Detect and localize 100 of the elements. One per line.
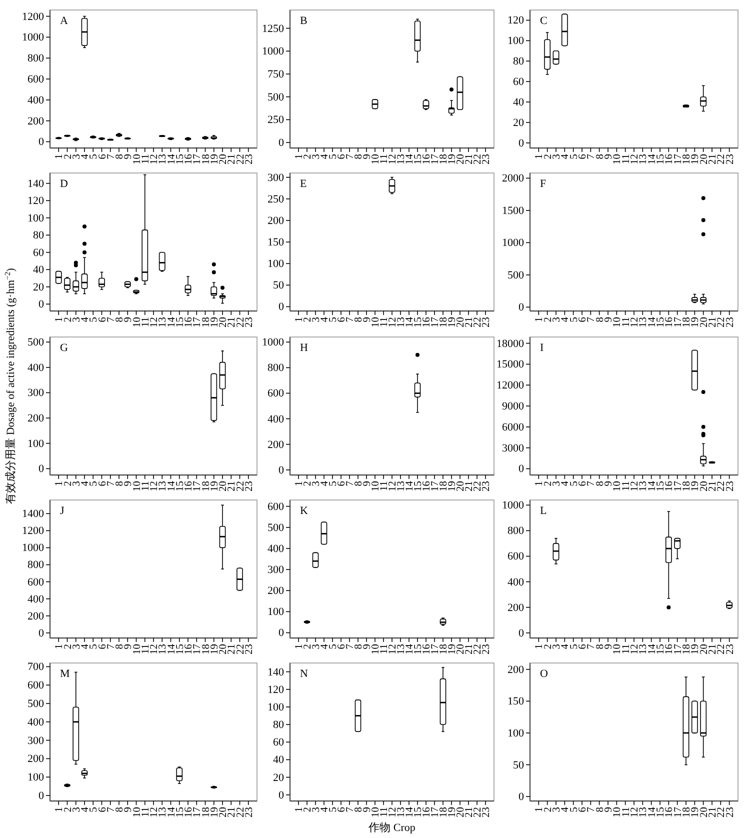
x-tick-label: 8 <box>114 481 126 486</box>
x-tick-label: 15 <box>174 644 186 654</box>
x-tick-label: 16 <box>184 807 194 818</box>
y-tick-label: 140 <box>28 178 44 190</box>
x-tick-label: 11 <box>140 644 152 654</box>
x-tick-label: 23 <box>244 154 255 164</box>
x-tick-label: 10 <box>132 644 143 654</box>
y-tick-label: 750 <box>268 68 284 80</box>
x-tick-label: 18 <box>200 154 212 164</box>
x-tick-label: 18 <box>438 317 450 328</box>
x-tick-label: 19 <box>447 317 458 328</box>
x-tick-label: 6 <box>336 154 348 160</box>
y-tick-label: 140 <box>268 666 284 678</box>
y-tick-label: 500 <box>28 698 44 710</box>
x-tick-label: 6 <box>578 481 588 486</box>
x-tick-label: 14 <box>404 316 416 328</box>
x-tick-label: 21 <box>226 644 238 654</box>
x-tick-label: 7 <box>106 481 117 486</box>
x-tick-label: 17 <box>672 644 684 654</box>
x-tick-label: 10 <box>612 807 624 818</box>
x-tick-label: 7 <box>106 154 117 160</box>
x-tick-label: 7 <box>345 481 356 486</box>
x-tick-label: 17 <box>430 807 441 818</box>
y-tick-label: 0 <box>278 627 284 640</box>
x-tick-label: 7 <box>106 644 117 650</box>
y-tick-label: 200 <box>28 753 44 766</box>
y-tick-label: 0 <box>38 463 44 476</box>
x-tick-label: 19 <box>209 481 220 492</box>
x-tick-label: 14 <box>404 806 416 818</box>
x-tick-label: 14 <box>646 316 658 328</box>
x-tick-label: 16 <box>422 154 432 164</box>
text: H <box>300 342 308 354</box>
x-tick-label: 18 <box>200 317 212 328</box>
x-tick-label: 14 <box>404 643 416 654</box>
x-tick-label: 13 <box>396 644 407 654</box>
x-tick-label: 1 <box>534 154 546 160</box>
x-tick-label: 1 <box>294 644 305 650</box>
x-tick-label: 5 <box>328 481 339 486</box>
x-tick-label: 4 <box>560 806 572 812</box>
x-tick-label: 1 <box>534 481 546 486</box>
x-tick-label: 21 <box>226 807 238 818</box>
x-tick-label: 21 <box>708 481 718 492</box>
y-tick-label: 200 <box>28 115 44 128</box>
y-tick-label: 100 <box>28 438 44 450</box>
chart-title: F <box>540 178 546 190</box>
y-tick-label: 600 <box>268 500 284 513</box>
y-tick-label: 400 <box>268 413 284 426</box>
x-tick-label: 4 <box>80 316 91 322</box>
text: C <box>540 15 548 27</box>
x-tick-label: 14 <box>404 153 416 164</box>
x-tick-label: 12 <box>388 317 398 328</box>
x-tick-label: 18 <box>438 481 450 492</box>
x-tick-label: 8 <box>354 154 364 160</box>
x-tick-label: 20 <box>218 317 229 328</box>
y-tick-label: 400 <box>28 716 44 728</box>
x-tick-label: 19 <box>209 807 220 818</box>
x-tick-label: 1 <box>534 807 546 812</box>
x-tick-label: 10 <box>370 644 382 654</box>
x-tick-label: 22 <box>472 317 484 328</box>
y-tick-label: 400 <box>508 576 524 588</box>
x-tick-label: 13 <box>396 154 407 164</box>
x-tick-label: 11 <box>379 481 390 492</box>
x-tick-label: 8 <box>114 807 126 812</box>
x-tick-label: 3 <box>552 154 562 160</box>
x-tick-label: 1 <box>54 644 66 650</box>
x-tick-label: 13 <box>396 481 407 492</box>
y-tick-label: 3000 <box>502 442 524 454</box>
x-tick-label: 19 <box>690 644 702 654</box>
text: O <box>540 668 548 680</box>
y-tick-label: 1000 <box>502 500 524 512</box>
y-tick-label: 300 <box>268 564 284 576</box>
x-tick-label: 17 <box>672 317 684 328</box>
x-tick-label: 23 <box>724 481 736 492</box>
x-tick-label: 13 <box>158 807 169 818</box>
x-tick-label: 12 <box>630 317 640 328</box>
y-tick-label: 0 <box>278 464 284 476</box>
y-tick-label: 400 <box>28 94 44 106</box>
x-tick-label: 11 <box>379 317 390 328</box>
x-tick-label: 14 <box>646 643 658 654</box>
x-tick-label: 1 <box>294 807 305 812</box>
x-tick-label: 15 <box>656 644 666 654</box>
x-tick-label: 7 <box>345 807 356 812</box>
x-tick-label: 12 <box>388 154 398 164</box>
x-tick-label: 15 <box>413 644 424 654</box>
x-tick-label: 5 <box>568 481 580 486</box>
y-tick-label: 0 <box>518 463 524 476</box>
x-tick-label: 11 <box>140 807 152 818</box>
y-tick-label: 20 <box>33 281 44 294</box>
x-tick-label: 14 <box>166 316 178 328</box>
x-tick-label: 12 <box>149 644 160 654</box>
y-tick-label: 0 <box>518 791 524 804</box>
x-tick-label: 17 <box>430 644 441 654</box>
y-tick-label: 100 <box>268 258 284 270</box>
x-tick-label: 18 <box>200 807 212 818</box>
x-tick-label: 6 <box>97 807 108 812</box>
y-tick-label: 6000 <box>502 421 524 434</box>
x-tick-label: 2 <box>302 154 314 160</box>
x-tick-label: 7 <box>106 807 117 812</box>
x-tick-label: 17 <box>192 807 204 818</box>
x-tick-label: 21 <box>464 807 475 818</box>
